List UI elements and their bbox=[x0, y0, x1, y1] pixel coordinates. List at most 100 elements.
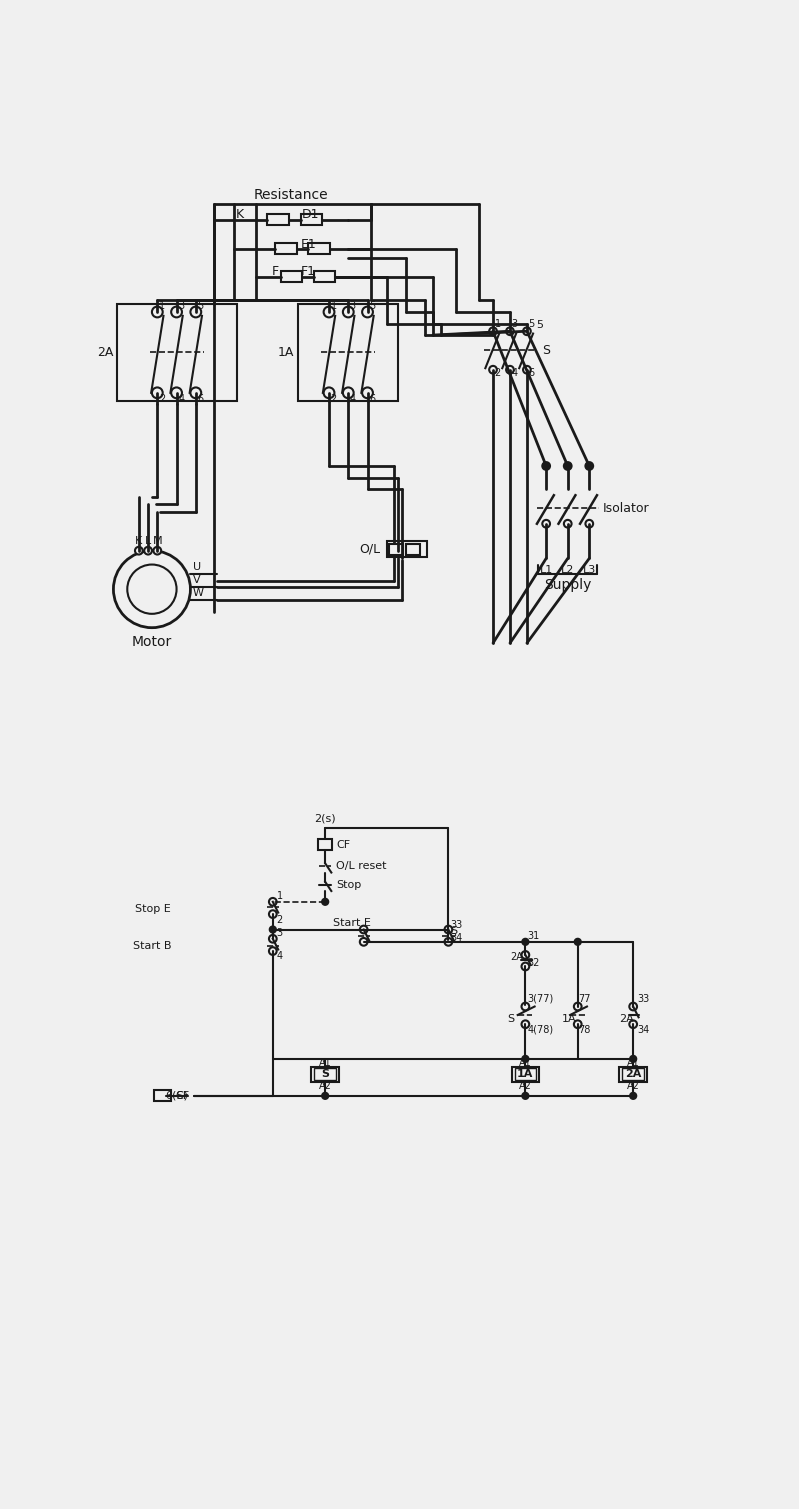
Text: 1: 1 bbox=[159, 300, 165, 311]
Text: Stop E: Stop E bbox=[135, 904, 171, 914]
Bar bbox=[300, 214, 322, 225]
Circle shape bbox=[506, 365, 514, 374]
Text: A2: A2 bbox=[626, 1080, 640, 1091]
Circle shape bbox=[586, 521, 593, 528]
Circle shape bbox=[489, 327, 497, 335]
Text: 1A: 1A bbox=[562, 1014, 576, 1023]
Text: CF: CF bbox=[175, 1091, 189, 1102]
Text: 2: 2 bbox=[331, 394, 337, 404]
Text: Resistance: Resistance bbox=[253, 189, 328, 202]
Text: M: M bbox=[153, 536, 162, 546]
Circle shape bbox=[630, 1093, 636, 1099]
Circle shape bbox=[113, 551, 190, 628]
Text: U: U bbox=[193, 561, 201, 572]
Circle shape bbox=[506, 327, 514, 335]
Text: 2: 2 bbox=[159, 394, 165, 404]
Text: L3: L3 bbox=[582, 564, 596, 575]
Text: 4: 4 bbox=[511, 368, 518, 377]
Circle shape bbox=[171, 306, 182, 317]
Bar bbox=[117, 305, 237, 400]
Text: 3: 3 bbox=[178, 300, 185, 311]
Circle shape bbox=[269, 936, 276, 943]
Text: S: S bbox=[451, 927, 458, 936]
Text: 34: 34 bbox=[451, 933, 463, 943]
Text: L: L bbox=[145, 536, 151, 546]
Circle shape bbox=[445, 927, 451, 933]
Text: W: W bbox=[193, 589, 204, 598]
Text: 33: 33 bbox=[637, 994, 650, 1003]
Text: 2A: 2A bbox=[97, 346, 113, 359]
Text: 5: 5 bbox=[369, 300, 376, 311]
Text: 5: 5 bbox=[528, 320, 535, 329]
Text: L2: L2 bbox=[561, 564, 574, 575]
Text: O/L: O/L bbox=[360, 543, 380, 555]
Bar bbox=[314, 1068, 336, 1080]
Bar bbox=[275, 243, 296, 254]
Circle shape bbox=[522, 963, 529, 970]
Text: 5: 5 bbox=[536, 320, 543, 330]
Circle shape bbox=[135, 546, 143, 554]
Text: K: K bbox=[135, 536, 142, 546]
Text: A2: A2 bbox=[319, 1080, 332, 1091]
Text: 1A: 1A bbox=[517, 1070, 534, 1079]
Text: A1: A1 bbox=[626, 1058, 639, 1068]
Text: S: S bbox=[543, 344, 551, 358]
Text: Start E: Start E bbox=[333, 919, 371, 928]
Text: 3: 3 bbox=[350, 300, 356, 311]
Circle shape bbox=[322, 899, 328, 905]
Circle shape bbox=[586, 462, 593, 469]
Text: V: V bbox=[193, 575, 201, 585]
Text: 2: 2 bbox=[276, 916, 283, 925]
Text: 2A: 2A bbox=[625, 1070, 642, 1079]
Bar bbox=[389, 543, 403, 554]
Circle shape bbox=[630, 1002, 637, 1011]
Circle shape bbox=[324, 306, 335, 317]
Bar bbox=[280, 272, 302, 282]
Circle shape bbox=[324, 388, 335, 398]
Circle shape bbox=[343, 306, 354, 317]
Text: S: S bbox=[507, 1014, 515, 1023]
Text: O/L reset: O/L reset bbox=[336, 862, 387, 871]
Text: Motor: Motor bbox=[132, 635, 172, 649]
Circle shape bbox=[269, 910, 276, 917]
Text: 78: 78 bbox=[578, 1025, 590, 1035]
Circle shape bbox=[269, 898, 276, 905]
Text: 2: 2 bbox=[495, 368, 501, 377]
Circle shape bbox=[574, 939, 581, 945]
Circle shape bbox=[362, 306, 373, 317]
Circle shape bbox=[152, 388, 163, 398]
Text: 6(S): 6(S) bbox=[165, 1091, 188, 1102]
Bar bbox=[154, 1091, 171, 1102]
Text: 4: 4 bbox=[350, 394, 356, 404]
Text: 2A: 2A bbox=[619, 1014, 634, 1023]
Bar bbox=[268, 214, 289, 225]
Circle shape bbox=[564, 521, 571, 528]
Bar bbox=[387, 542, 427, 557]
Circle shape bbox=[360, 925, 368, 934]
Text: 32: 32 bbox=[527, 958, 540, 967]
Text: 1: 1 bbox=[276, 890, 283, 901]
Text: 33: 33 bbox=[451, 920, 463, 930]
Text: K: K bbox=[236, 208, 244, 222]
Text: F1: F1 bbox=[300, 266, 316, 279]
Text: 1: 1 bbox=[495, 320, 501, 329]
Text: 2A: 2A bbox=[510, 952, 523, 963]
Text: 3: 3 bbox=[276, 928, 283, 939]
Circle shape bbox=[152, 306, 163, 317]
Text: 31: 31 bbox=[527, 931, 540, 940]
Circle shape bbox=[444, 939, 452, 946]
Circle shape bbox=[362, 388, 373, 398]
Circle shape bbox=[145, 546, 152, 554]
Text: 1: 1 bbox=[331, 300, 336, 311]
Text: A1: A1 bbox=[519, 1058, 532, 1068]
Bar bbox=[312, 1067, 339, 1082]
Text: Supply: Supply bbox=[544, 578, 591, 593]
Circle shape bbox=[574, 1020, 582, 1028]
Circle shape bbox=[522, 1002, 529, 1011]
Circle shape bbox=[630, 1020, 637, 1028]
Text: 4: 4 bbox=[178, 394, 185, 404]
Circle shape bbox=[190, 388, 201, 398]
Circle shape bbox=[444, 925, 452, 934]
Text: 5: 5 bbox=[197, 300, 204, 311]
Text: 6: 6 bbox=[528, 368, 535, 377]
